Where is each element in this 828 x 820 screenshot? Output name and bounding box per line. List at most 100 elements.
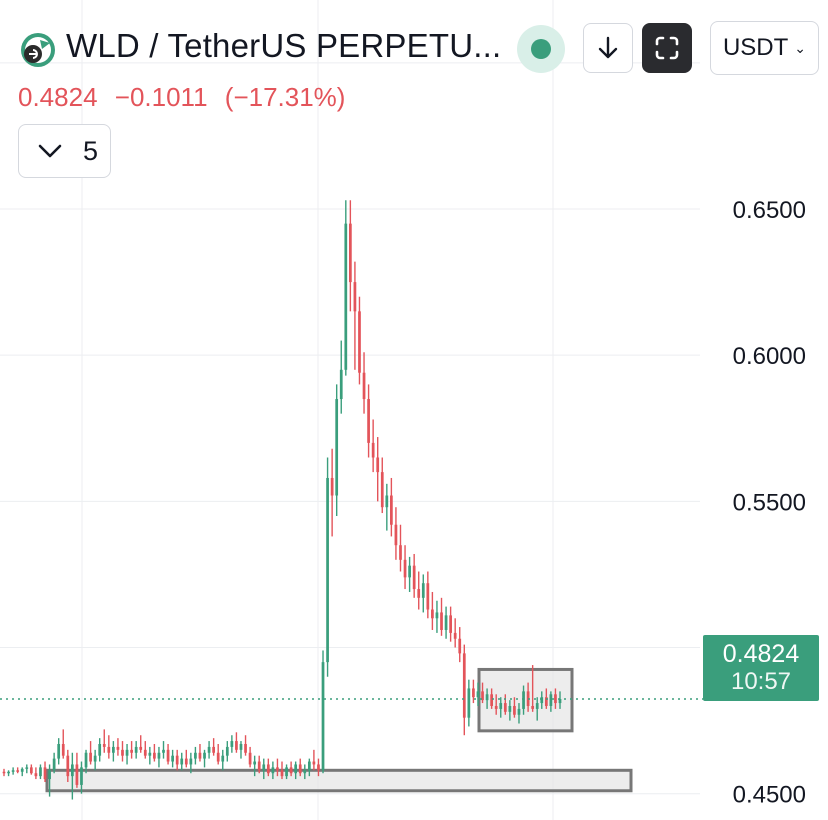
candle-body xyxy=(157,752,161,759)
candle-body xyxy=(280,770,284,777)
candle-body xyxy=(139,746,143,750)
indicators-collapse-button[interactable]: 5 xyxy=(18,124,111,178)
bar-countdown: 10:57 xyxy=(730,668,792,695)
candle-body xyxy=(257,761,261,771)
download-button[interactable] xyxy=(583,23,633,73)
candle-body xyxy=(75,764,79,785)
price-summary: 0.4824 −0.1011 (−17.31%) xyxy=(18,82,355,113)
candle-body xyxy=(11,770,15,772)
candle-body xyxy=(189,758,193,765)
candle-body xyxy=(517,708,521,715)
candle-body xyxy=(431,609,434,619)
candle-body xyxy=(253,761,257,765)
candle-body xyxy=(266,764,270,774)
candle-body xyxy=(513,705,516,715)
candle-body xyxy=(326,477,329,663)
price-change-percent: (−17.31%) xyxy=(224,82,346,112)
candle-body xyxy=(125,749,129,756)
candle-body xyxy=(503,703,507,712)
candle-body xyxy=(89,752,92,762)
candle-body xyxy=(499,703,503,709)
candle-body xyxy=(335,399,339,496)
candle-body xyxy=(162,749,165,753)
candle-body xyxy=(66,755,70,777)
candle-body xyxy=(225,746,229,756)
candle-body xyxy=(203,752,206,759)
candle-body xyxy=(544,697,548,706)
candle-body xyxy=(289,767,293,774)
candle-body xyxy=(294,764,298,774)
candle-body xyxy=(358,311,361,373)
fullscreen-button[interactable] xyxy=(642,23,692,73)
candle-body xyxy=(216,752,220,762)
y-tick-label: 0.5500 xyxy=(733,489,806,516)
candle-body xyxy=(348,223,352,283)
candle-body xyxy=(153,752,156,759)
candle-body xyxy=(344,223,348,370)
candle-body xyxy=(43,767,47,780)
symbol-title[interactable]: WLD / TetherUS PERPETU... xyxy=(66,27,502,64)
last-price-tag-value: 0.4824 xyxy=(722,640,800,668)
candle-body xyxy=(531,705,535,709)
candle-body xyxy=(399,545,402,560)
price-change: −0.1011 xyxy=(114,82,208,112)
fullscreen-icon xyxy=(655,36,679,60)
candle-body xyxy=(175,755,179,765)
candle-body xyxy=(134,746,138,753)
candle-body xyxy=(549,694,553,706)
candle-body xyxy=(421,583,425,598)
candle-body xyxy=(367,399,370,443)
candle-body xyxy=(262,764,266,771)
candle-body xyxy=(102,743,106,747)
candle-body xyxy=(34,773,38,777)
candle-body xyxy=(362,372,366,400)
candle-body xyxy=(29,767,33,774)
chart-annotations xyxy=(45,667,633,793)
candle-body xyxy=(558,698,562,704)
candle-body xyxy=(285,767,288,777)
candle-body xyxy=(271,767,275,774)
candle-body xyxy=(276,767,279,771)
currency-select[interactable]: USDT ⌄ xyxy=(710,21,819,75)
worldcoin-logo-icon xyxy=(21,33,55,67)
candle-body xyxy=(25,767,29,769)
candle-body xyxy=(321,662,325,771)
candle-body xyxy=(467,688,471,718)
candle-body xyxy=(554,694,557,704)
candle-body xyxy=(298,764,302,774)
candle-body xyxy=(52,758,56,771)
candle-body xyxy=(143,749,147,756)
candle-body xyxy=(449,615,452,633)
candle-body xyxy=(317,764,320,771)
candle-body xyxy=(7,771,10,774)
candle-body xyxy=(239,743,243,750)
candle-body xyxy=(235,741,238,750)
chevron-down-icon: ⌄ xyxy=(794,39,807,56)
candle-body xyxy=(2,771,6,774)
candle-body xyxy=(20,768,24,772)
candle-body xyxy=(417,589,421,598)
y-tick-label: 0.6000 xyxy=(733,343,806,370)
candle-body xyxy=(166,749,170,762)
candle-body xyxy=(458,638,462,654)
candle-body xyxy=(535,703,539,709)
market-open-dot-icon[interactable] xyxy=(517,25,565,73)
candle-body xyxy=(353,282,357,312)
chart-header: WLD / TetherUS PERPETU... USDT ⌄ 0.4824 … xyxy=(0,0,828,180)
candle-body xyxy=(444,615,448,630)
candle-body xyxy=(472,688,475,698)
candle-body xyxy=(330,477,334,496)
candle-body xyxy=(412,565,416,590)
candle-body xyxy=(248,752,252,765)
candle-body xyxy=(435,612,439,619)
candle-body xyxy=(394,524,398,546)
candle-body xyxy=(230,741,234,747)
support-zone-box xyxy=(45,768,633,793)
candle-body xyxy=(390,495,393,525)
candle-body xyxy=(98,743,102,756)
candle-body xyxy=(490,694,494,706)
candle-body xyxy=(476,691,480,698)
last-price: 0.4824 xyxy=(18,82,98,112)
candle-body xyxy=(148,752,152,756)
